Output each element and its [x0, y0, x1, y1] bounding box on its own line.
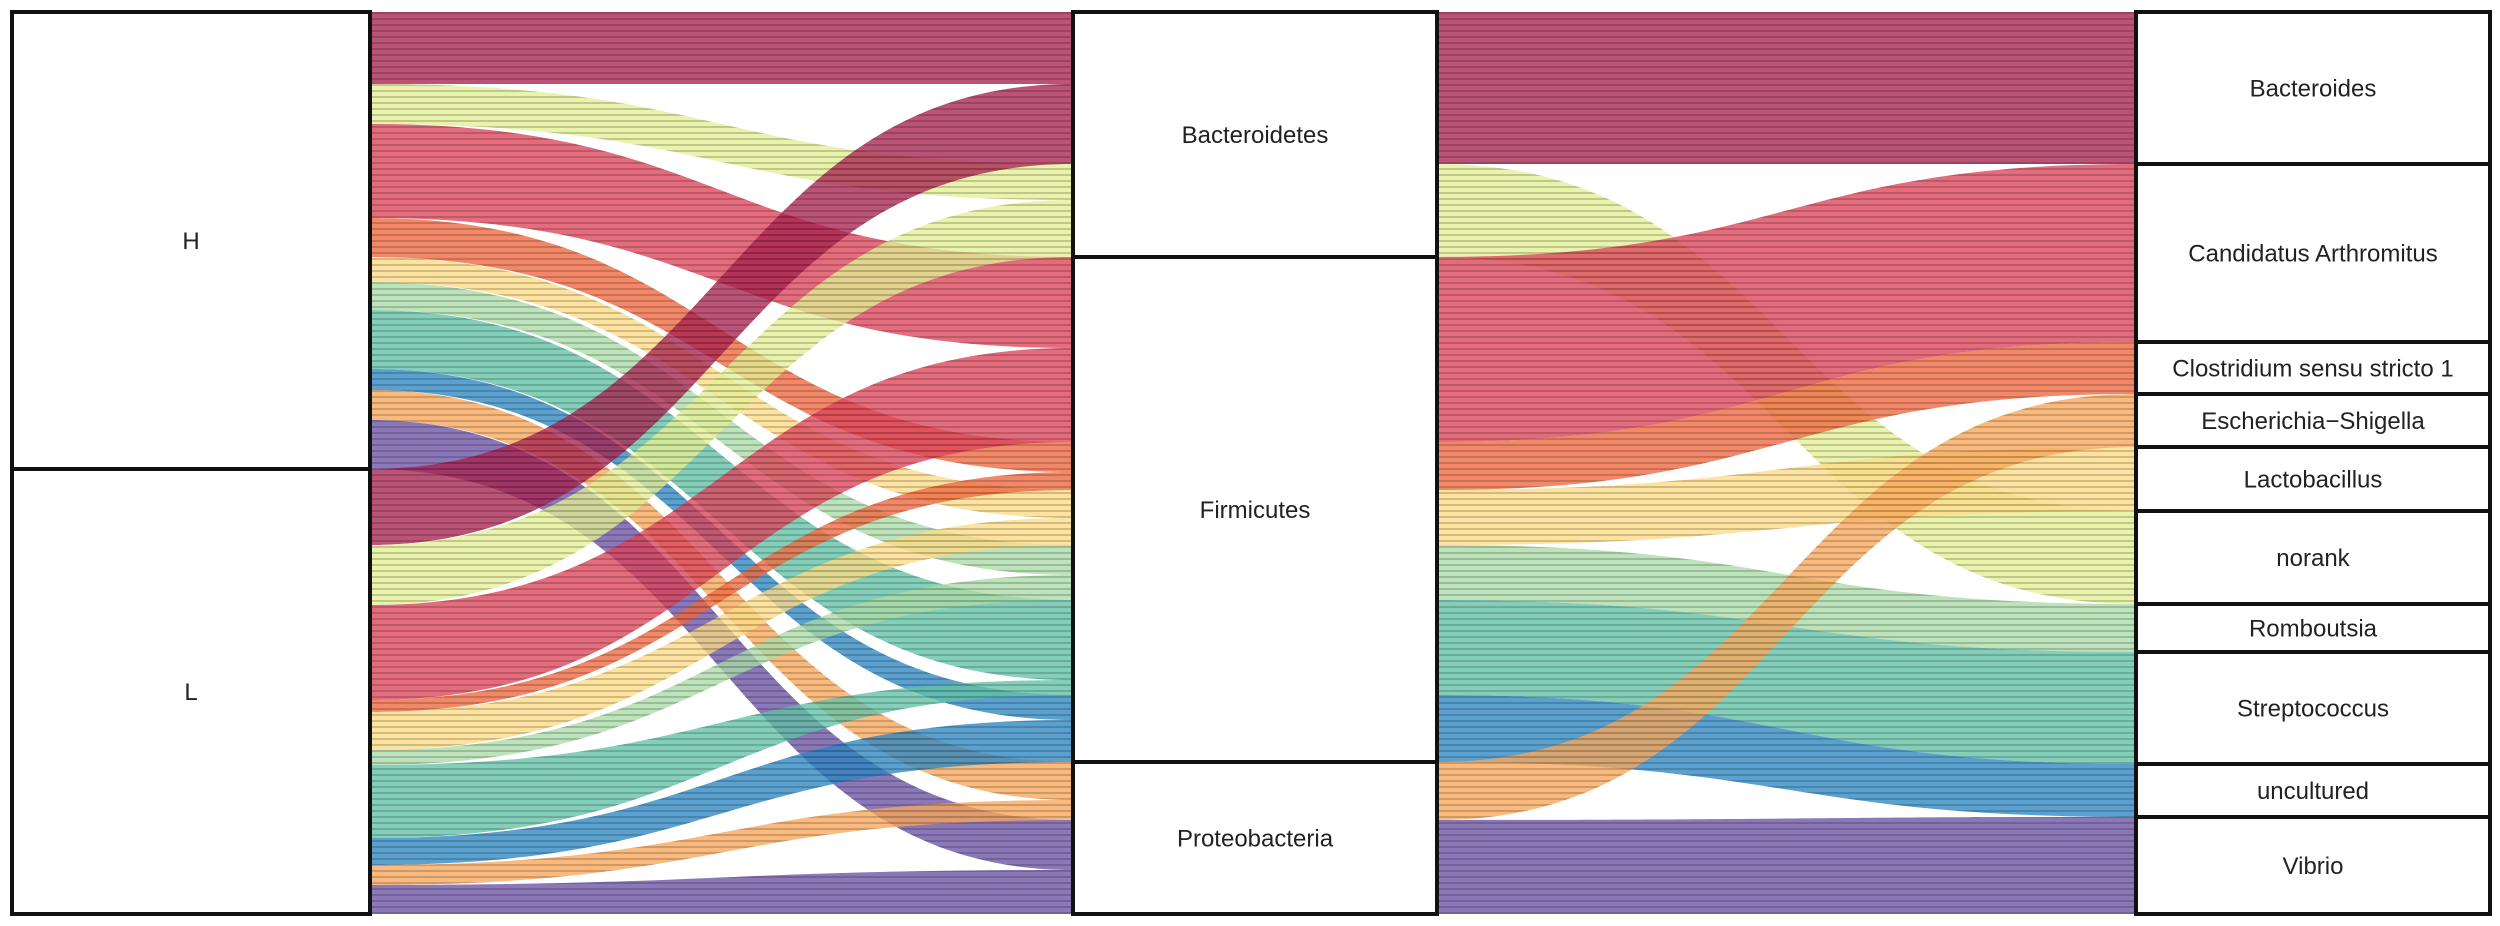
node-label: norank [2276, 545, 2350, 572]
node-streptococcus: Streptococcus [2134, 650, 2492, 766]
node-vibrio: Vibrio [2134, 815, 2492, 916]
left-flow-texture [370, 680, 1073, 838]
flows-phylum-to-genus [1437, 12, 2136, 914]
node-label: Clostridium sensu stricto 1 [2172, 355, 2453, 382]
node-h: H [10, 10, 372, 471]
left-flow-texture [370, 720, 1073, 865]
node-label: H [182, 228, 199, 255]
node-label: Bacteroidetes [1182, 122, 1329, 149]
node-box [2134, 815, 2492, 916]
node-label: Streptococcus [2237, 695, 2389, 722]
left-flow-texture [370, 472, 1073, 712]
node-box [10, 10, 372, 471]
node-label: Romboutsia [2249, 615, 2378, 642]
node-norank: norank [2134, 509, 2492, 606]
stratum-nodes: H L Bacteroidetes Firmicutes Proteobacteria B… [10, 10, 2492, 916]
left-flow-texture [370, 870, 1073, 914]
right-flow-texture [1437, 600, 2136, 764]
left-flow-texture [370, 518, 1073, 750]
right-flow-texture [1437, 394, 2136, 820]
node-escherichia-shigella: Escherichia−Shigella [2134, 392, 2492, 449]
node-box [2134, 162, 2492, 344]
left-flow-texture [370, 575, 1073, 765]
left-flow-texture [370, 800, 1073, 885]
node-label: Proteobacteria [1177, 825, 1334, 852]
left-flow-texture [370, 84, 1073, 545]
node-label: uncultured [2257, 778, 2369, 805]
node-candidatus-arthromitus: Candidatus Arthromitus [2134, 162, 2492, 344]
node-clostridium-sensu-stricto-1: Clostridium sensu stricto 1 [2134, 340, 2492, 396]
node-box [1071, 255, 1439, 764]
node-box [1071, 760, 1439, 916]
node-label: Candidatus Arthromitus [2188, 240, 2437, 267]
node-box [2134, 762, 2492, 819]
node-label: Vibrio [2283, 853, 2344, 880]
right-flow-texture [1437, 12, 2136, 164]
node-label: Bacteroides [2250, 75, 2377, 102]
node-box [2134, 10, 2492, 166]
left-flow-texture [370, 200, 1073, 605]
node-romboutsia: Romboutsia [2134, 602, 2492, 654]
right-flow-texture [1437, 342, 2136, 490]
right-flow-texture [1437, 164, 2136, 442]
node-box [2134, 340, 2492, 396]
node-box [2134, 602, 2492, 654]
node-box [1071, 10, 1439, 259]
flows-group-to-phylum [370, 12, 1073, 914]
node-box [10, 467, 372, 916]
node-label: Escherichia−Shigella [2201, 408, 2425, 435]
right-flow-texture [1437, 817, 2136, 914]
node-uncultured: uncultured [2134, 762, 2492, 819]
node-firmicutes: Firmicutes [1071, 255, 1439, 764]
node-bacteroides: Bacteroides [2134, 10, 2492, 166]
node-bacteroidetes: Bacteroidetes [1071, 10, 1439, 259]
left-flow-texture [370, 12, 1073, 84]
node-label: L [184, 679, 197, 706]
node-lactobacillus: Lactobacillus [2134, 445, 2492, 513]
node-label: Firmicutes [1200, 497, 1311, 524]
node-proteobacteria: Proteobacteria [1071, 760, 1439, 916]
node-label: Lactobacillus [2244, 466, 2383, 493]
left-flow-texture [370, 348, 1073, 700]
node-l: L [10, 467, 372, 916]
